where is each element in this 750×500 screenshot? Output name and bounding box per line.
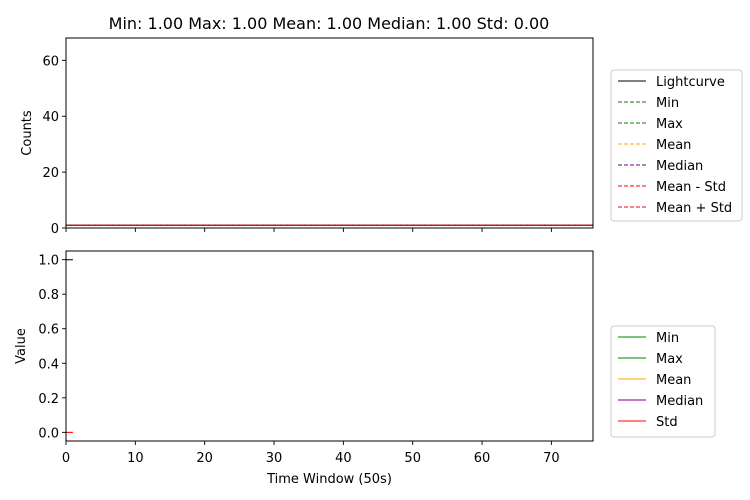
bottom-panel: 0.0 0.2 0.4 0.6 0.8 1.0 0 10 20 30 40 50 60 70 Value Ti… xyxy=(14,250,716,487)
legend-label-median: Median xyxy=(656,159,703,174)
x-tick-label: 50 xyxy=(404,451,421,466)
legend-label-max: Max xyxy=(656,117,683,132)
y-tick-label: 0.8 xyxy=(38,288,59,303)
y-tick-label: 1.0 xyxy=(38,254,59,269)
x-tick-label: 70 xyxy=(543,451,560,466)
legend-label-min: Min xyxy=(656,331,679,346)
legend-label-mean-std: Mean + Std xyxy=(656,201,732,216)
legend-box xyxy=(610,69,743,222)
x-tick-label: 20 xyxy=(196,451,213,466)
y-tick-label: 0.0 xyxy=(38,426,59,441)
legend-label-mean: Mean xyxy=(656,138,691,153)
legend-label-mean: Mean xyxy=(656,373,691,388)
x-tick-label: 10 xyxy=(127,451,144,466)
x-axis-label: Time Window (50s) xyxy=(266,472,392,487)
legend-label-median: Median xyxy=(656,394,703,409)
legend: Min Max Mean Median Std xyxy=(610,325,716,438)
y-tick-label: 0.4 xyxy=(38,357,59,372)
y-tick-label: 0.2 xyxy=(38,392,59,407)
y-tick-label: 0 xyxy=(51,222,59,237)
y-axis-label: Counts xyxy=(20,110,35,156)
plot-frame xyxy=(65,250,594,442)
x-tick-label: 30 xyxy=(266,451,283,466)
x-tick-label: 0 xyxy=(62,451,70,466)
legend-label-lightcurve: Lightcurve xyxy=(656,75,725,90)
legend-label-mean-std: Mean - Std xyxy=(656,180,726,195)
chart-title: Min: 1.00 Max: 1.00 Mean: 1.00 Median: 1… xyxy=(109,14,550,33)
series-group xyxy=(66,259,73,433)
top-panel: 0 20 40 60 Counts Lightcurve Min Max Mean Median M… xyxy=(20,37,743,237)
y-tick-label: 40 xyxy=(42,110,59,125)
y-tick-label: 60 xyxy=(42,54,59,69)
y-tick-label: 0.6 xyxy=(38,323,59,338)
legend-label-min: Min xyxy=(656,96,679,111)
x-tick-label: 40 xyxy=(335,451,352,466)
legend-label-max: Max xyxy=(656,352,683,367)
legend: Lightcurve Min Max Mean Median Mean - Std Mean… xyxy=(610,69,743,222)
legend-label-std: Std xyxy=(656,415,678,430)
x-tick-label: 60 xyxy=(474,451,491,466)
y-axis-label: Value xyxy=(14,328,29,364)
plot-frame xyxy=(65,37,594,229)
y-tick-label: 20 xyxy=(42,166,59,181)
legend-box xyxy=(610,325,716,438)
